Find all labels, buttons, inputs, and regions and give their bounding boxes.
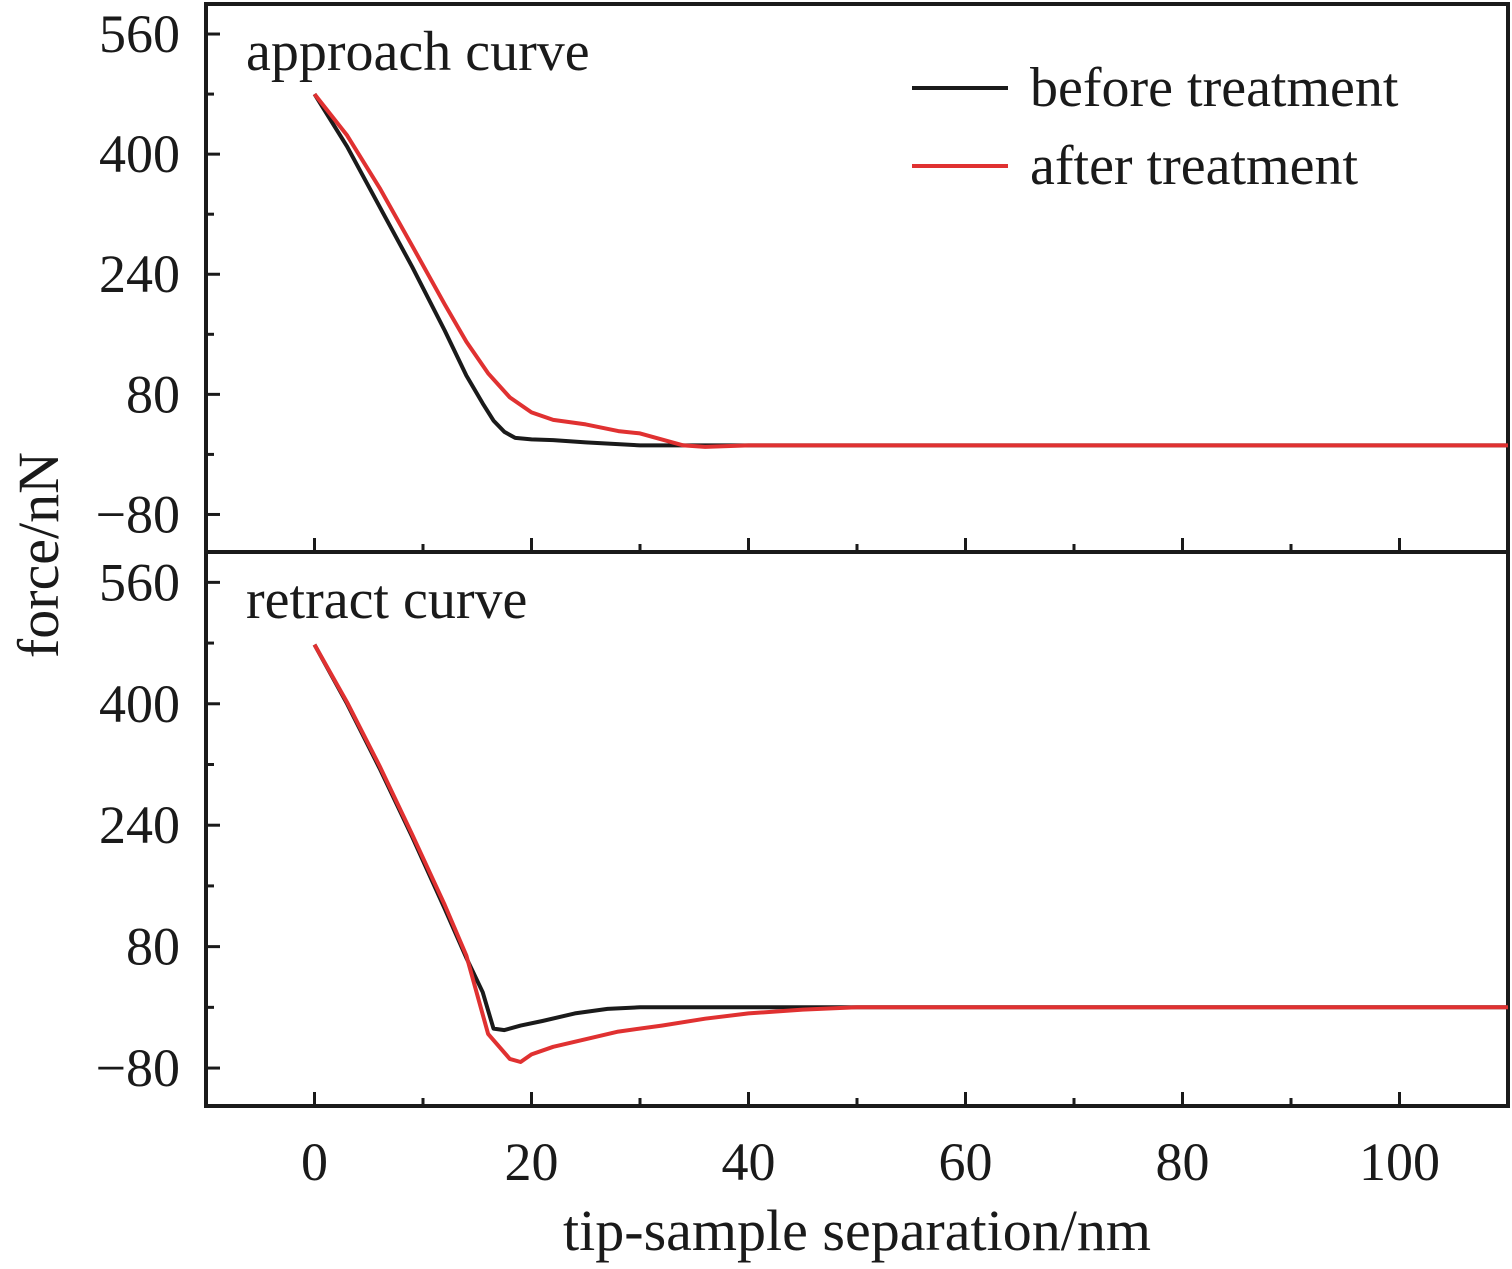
legend-label: before treatment [1030,57,1399,119]
series-line-after-treatment [312,92,1508,449]
panel-label: approach curve [246,21,590,83]
x-tick-label: 60 [939,1132,993,1192]
x-tick-label: 80 [1156,1132,1210,1192]
x-axis-title: tip-sample separation/nm [563,1198,1151,1263]
legend: before treatment after treatment [912,57,1399,197]
y-tick-label: 400 [99,674,180,734]
x-axis: 0 20 40 60 80 100 [301,1132,1440,1192]
y-tick-label: −80 [96,1038,180,1098]
y-tick-label: 400 [99,124,180,184]
x-tick-label: 20 [505,1132,559,1192]
y-tick-label: −80 [96,484,180,544]
panel-retract: 560 400 240 80 −80 retract curve [96,550,1510,1108]
panel-frame [204,550,1510,1108]
y-tick-label: 80 [126,917,180,977]
series-line-before-treatment [312,643,1508,1033]
y-tick-label: 240 [99,244,180,304]
legend-label: after treatment [1030,135,1358,197]
series-line-after-treatment [312,643,1508,1064]
y-tick-label: 560 [99,552,180,612]
chart-panels: 560 400 240 80 −80 approach curve 560 400 240 80 −… [96,2,1510,1108]
x-tick-label: 0 [301,1132,328,1192]
x-tick-label: 100 [1359,1132,1440,1192]
panel-approach: 560 400 240 80 −80 approach curve [96,2,1510,554]
y-axis-title: force/nN [6,452,71,658]
y-tick-label: 80 [126,364,180,424]
panel-label: retract curve [246,569,527,631]
y-tick-label: 240 [99,795,180,855]
y-tick-label: 560 [99,4,180,64]
x-tick-label: 40 [722,1132,776,1192]
